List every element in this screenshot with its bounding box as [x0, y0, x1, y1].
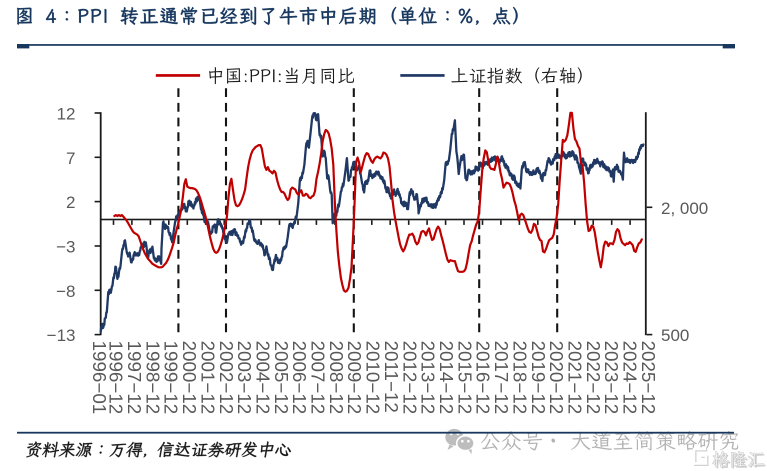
svg-text:2007−12: 2007−12 — [308, 341, 329, 415]
svg-text:2016−12: 2016−12 — [473, 341, 494, 415]
svg-text:2010−12: 2010−12 — [363, 341, 384, 415]
svg-text:2014−12: 2014−12 — [436, 341, 457, 415]
svg-text:2005−12: 2005−12 — [271, 341, 292, 415]
svg-text:2008−12: 2008−12 — [326, 341, 347, 415]
svg-text:2024−12: 2024−12 — [620, 341, 641, 415]
svg-text:2: 2 — [66, 193, 75, 212]
svg-text:1999−12: 1999−12 — [161, 341, 182, 415]
svg-text:2023−12: 2023−12 — [601, 341, 622, 415]
svg-text:−3: −3 — [56, 238, 75, 257]
svg-text:1998−12: 1998−12 — [142, 341, 163, 415]
svg-text:7: 7 — [66, 149, 75, 168]
svg-text:−13: −13 — [47, 326, 76, 345]
svg-text:2013−12: 2013−12 — [418, 341, 439, 415]
svg-text:2001−12: 2001−12 — [197, 341, 218, 415]
svg-text:2018−12: 2018−12 — [509, 341, 530, 415]
svg-text:500: 500 — [661, 326, 689, 345]
svg-text:12: 12 — [57, 105, 76, 124]
svg-text:2012−12: 2012−12 — [399, 341, 420, 415]
svg-text:2022−12: 2022−12 — [583, 341, 604, 415]
svg-text:2006−12: 2006−12 — [289, 341, 310, 415]
svg-text:2009−12: 2009−12 — [344, 341, 365, 415]
svg-text:2002−12: 2002−12 — [216, 341, 237, 415]
svg-text:1996−12: 1996−12 — [106, 341, 127, 415]
svg-text:1996−01: 1996−01 — [89, 341, 110, 415]
svg-text:2, 000: 2, 000 — [661, 199, 708, 218]
svg-text:2021−12: 2021−12 — [565, 341, 586, 415]
svg-text:−8: −8 — [56, 282, 75, 301]
svg-text:2020−12: 2020−12 — [546, 341, 567, 415]
svg-text:2000−12: 2000−12 — [179, 341, 200, 415]
svg-text:2011−12: 2011−12 — [381, 341, 402, 413]
svg-text:2004−12: 2004−12 — [253, 341, 274, 415]
svg-text:2019−12: 2019−12 — [528, 341, 549, 415]
svg-text:1997−12: 1997−12 — [124, 341, 145, 415]
svg-text:2017−12: 2017−12 — [491, 341, 512, 415]
svg-text:2003−12: 2003−12 — [234, 341, 255, 415]
svg-text:2015−12: 2015−12 — [454, 341, 475, 415]
svg-text:2025−12: 2025−12 — [638, 341, 659, 415]
